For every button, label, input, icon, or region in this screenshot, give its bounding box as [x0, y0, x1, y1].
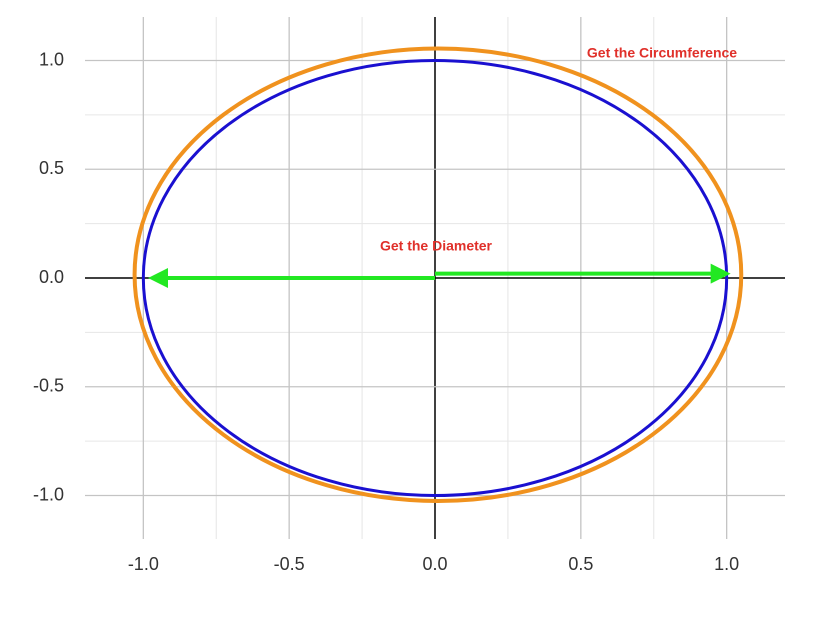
annotation: Get the Diameter — [380, 238, 493, 254]
x-tick-label: -0.5 — [274, 554, 305, 574]
y-tick-label: 0.5 — [39, 158, 64, 178]
y-tick-label: 1.0 — [39, 49, 64, 69]
x-tick-label: -1.0 — [128, 554, 159, 574]
y-tick-label: -1.0 — [33, 484, 64, 504]
y-tick-label: -0.5 — [33, 376, 64, 396]
x-tick-label: 0.0 — [422, 554, 447, 574]
annotation: Get the Circumference — [587, 45, 737, 61]
y-tick-label: 0.0 — [39, 267, 64, 287]
x-tick-label: 1.0 — [714, 554, 739, 574]
x-tick-label: 0.5 — [568, 554, 593, 574]
circle — [132, 46, 744, 503]
